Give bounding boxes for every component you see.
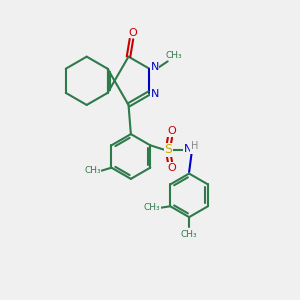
Text: S: S (164, 143, 172, 156)
Text: N: N (184, 144, 192, 154)
Text: O: O (129, 28, 137, 38)
Text: O: O (167, 126, 176, 136)
Text: N: N (151, 62, 159, 72)
Text: CH₃: CH₃ (144, 203, 160, 212)
Text: H: H (191, 141, 198, 151)
Text: CH₃: CH₃ (165, 51, 182, 60)
Text: N: N (151, 89, 159, 99)
Text: CH₃: CH₃ (181, 230, 197, 239)
Text: O: O (167, 163, 176, 173)
Text: CH₃: CH₃ (84, 166, 101, 175)
